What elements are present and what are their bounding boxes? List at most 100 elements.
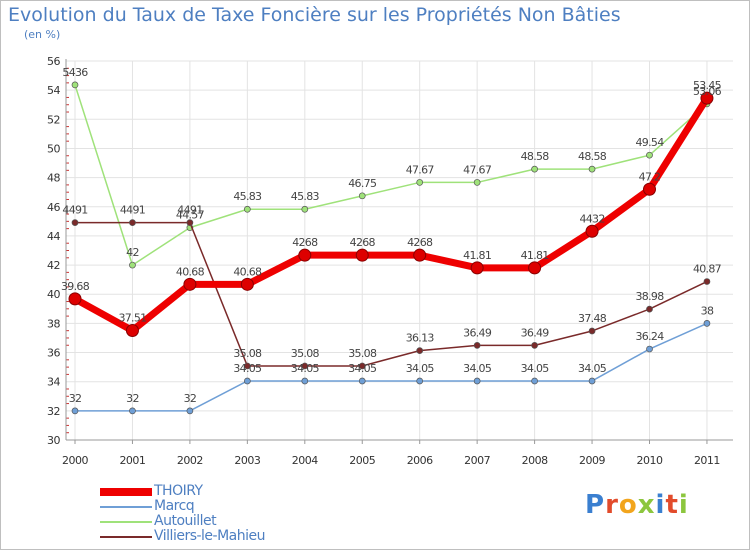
logo-letter: r — [605, 490, 619, 520]
data-label: 40.68 — [176, 265, 205, 278]
series-line-autouillet — [74, 84, 708, 266]
logo-letter: i — [678, 490, 689, 520]
data-label: 47.67 — [463, 163, 492, 176]
data-point — [240, 277, 254, 291]
data-label: 35.08 — [291, 347, 320, 360]
data-label: 34.05 — [463, 362, 492, 375]
series-line-marcq — [75, 322, 708, 412]
data-label: 34.05 — [233, 362, 262, 375]
legend-label-thoiry: THOIRY — [154, 483, 203, 499]
data-point — [531, 377, 538, 385]
legend-label-autouillet: Autouillet — [154, 513, 217, 529]
data-label: 32 — [126, 392, 139, 405]
legend-label-marcq: Marcq — [154, 498, 195, 514]
data-point — [588, 377, 596, 385]
data-label: 47.67 — [406, 163, 435, 176]
series-marcq — [71, 320, 711, 415]
data-label: 34.05 — [291, 362, 320, 375]
data-point — [531, 342, 538, 349]
y-tick-label: 56 — [47, 55, 60, 68]
data-labels: 39.68 37.51 40.68 40.68 4268 4268 4268 41.81 41.… — [61, 66, 722, 405]
legend-item-thoiry: THOIRY — [100, 483, 360, 499]
data-label: 36.13 — [406, 332, 435, 345]
data-point — [129, 407, 136, 415]
data-label: 35.08 — [233, 347, 262, 360]
data-point — [71, 219, 79, 227]
legend-swatch-autouillet — [100, 521, 152, 523]
y-tick-label: 36 — [47, 347, 60, 360]
x-tick-label: 2010 — [637, 454, 663, 467]
series-line-villiers-le-mahieu — [75, 221, 708, 367]
legend-item-villiers: Villiers-le-Mahieu — [100, 528, 360, 544]
data-label: 49.54 — [636, 136, 665, 149]
data-point — [416, 179, 424, 186]
data-label: 53.06 — [693, 85, 722, 98]
data-label: 4432 — [579, 212, 604, 225]
data-point — [301, 362, 309, 370]
data-point — [186, 407, 194, 415]
data-point — [71, 407, 79, 415]
data-point — [129, 219, 136, 227]
data-point — [413, 248, 427, 262]
y-tick-label: 42 — [47, 259, 60, 272]
data-point — [358, 192, 366, 200]
data-label: 44.57 — [176, 209, 205, 222]
data-point — [473, 377, 481, 385]
data-label: 38 — [701, 304, 714, 317]
data-point — [186, 219, 194, 227]
proxiti-logo: Proxiti — [585, 490, 689, 520]
data-point — [358, 377, 366, 385]
series-lines — [68, 81, 714, 415]
data-point — [588, 165, 596, 173]
data-label: 41.81 — [521, 249, 549, 262]
data-point — [68, 292, 82, 306]
data-label: 40.87 — [693, 263, 722, 276]
x-tick-label: 2008 — [522, 454, 548, 467]
data-point — [703, 320, 711, 327]
data-point — [588, 327, 596, 335]
data-point — [183, 277, 197, 291]
y-tick-label: 50 — [47, 142, 60, 155]
legend: THOIRY Marcq Autouillet Villiers-le-Mahi… — [100, 483, 360, 544]
data-point — [71, 81, 79, 89]
data-point — [700, 91, 714, 105]
legend-swatch-marcq — [100, 506, 152, 508]
logo-letter: P — [585, 490, 606, 520]
axes: 30 32 34 36 38 40 42 44 46 48 50 52 54 56 2000 2001 2002… — [47, 55, 733, 467]
series-line-thoiry — [73, 96, 710, 335]
data-label: 45.83 — [233, 190, 262, 203]
legend-swatch-thoiry — [100, 488, 152, 496]
x-tick-label: 2009 — [579, 454, 605, 467]
data-label: 35.08 — [348, 347, 377, 360]
data-label: 47.2 — [639, 170, 661, 183]
data-label: 42 — [126, 246, 139, 259]
chart-subtitle: (en %) — [24, 28, 61, 41]
legend-item-autouillet: Autouillet — [100, 513, 360, 529]
y-tick-label: 38 — [47, 317, 60, 330]
chart-title: Evolution du Taux de Taxe Foncière sur l… — [8, 4, 621, 26]
logo-letter: o — [618, 490, 638, 520]
logo-letter: x — [637, 490, 656, 520]
legend-label-villiers: Villiers-le-Mahieu — [154, 528, 266, 544]
series-autouillet — [71, 81, 711, 269]
data-label: 48.58 — [578, 150, 607, 163]
x-tick-label: 2003 — [234, 454, 260, 467]
data-label: 36.49 — [521, 326, 550, 339]
data-label: 4491 — [120, 204, 145, 217]
data-label: 48.58 — [521, 150, 550, 163]
data-label: 53.45 — [693, 79, 722, 92]
data-point — [301, 377, 309, 385]
data-point — [585, 224, 599, 238]
data-label: 4491 — [62, 204, 87, 217]
data-label: 38.98 — [636, 290, 665, 303]
data-label: 34.05 — [348, 362, 377, 375]
data-point — [416, 377, 424, 385]
legend-swatch-villiers — [100, 536, 152, 538]
data-point — [355, 248, 369, 262]
data-label: 5436 — [62, 66, 88, 79]
y-tick-label: 32 — [47, 405, 60, 418]
data-point — [244, 362, 251, 370]
data-label: 36.49 — [463, 326, 492, 339]
y-tick-label: 48 — [47, 172, 60, 185]
